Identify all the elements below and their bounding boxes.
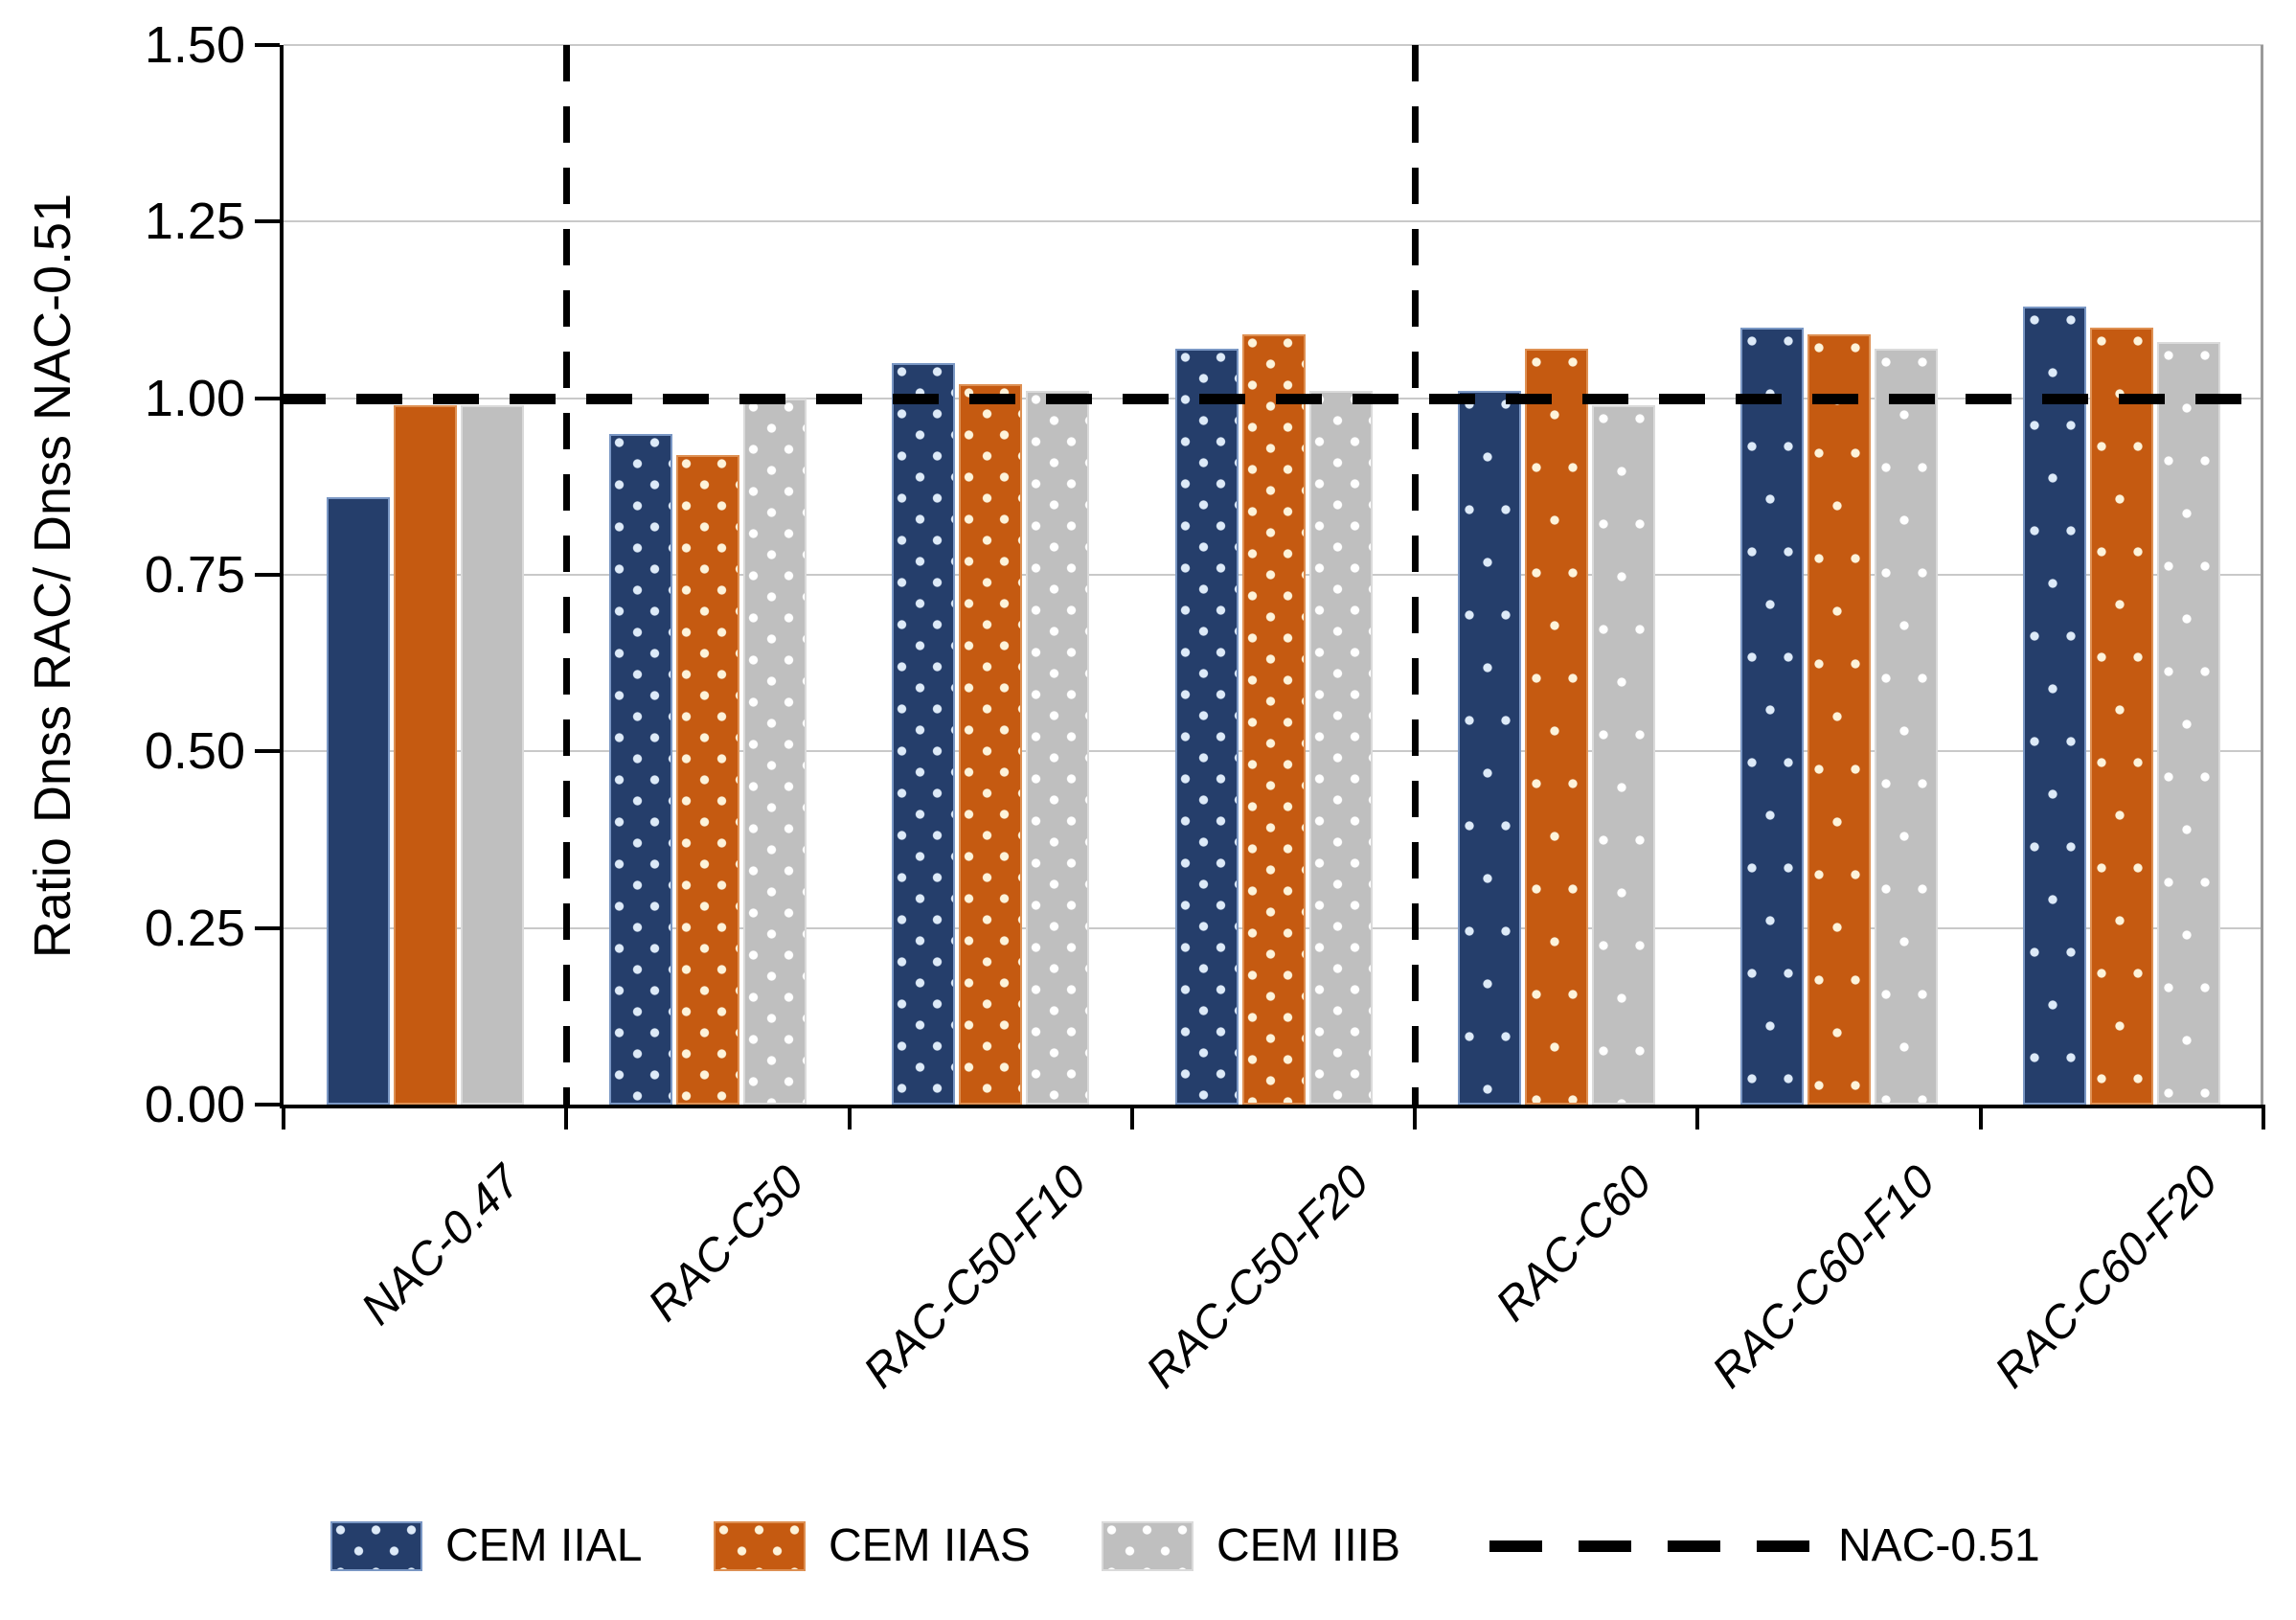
y-tick-mark: [255, 43, 280, 47]
x-tick-mark: [2262, 1105, 2265, 1129]
legend-label: CEM IIAS: [829, 1520, 1031, 1571]
legend-label: CEM IIAL: [445, 1520, 643, 1571]
y-tick-label: 1.50: [144, 16, 245, 74]
bar-RAC-C60-CEM-IIAL: [1457, 391, 1521, 1105]
x-category-label: RAC-C60-F20: [1779, 1155, 2227, 1398]
bar-RAC-C60-F10-CEM-IIAS: [1807, 334, 1872, 1105]
y-tick-label: 1.00: [144, 369, 245, 427]
legend-label: NAC-0.51: [1838, 1520, 2040, 1571]
y-tick-mark: [255, 573, 280, 577]
x-axis-line: [280, 1105, 2263, 1108]
y-axis-line: [280, 45, 284, 1105]
x-tick-mark: [282, 1105, 285, 1129]
bar-NAC-0.47-CEM-IIIB: [460, 405, 524, 1105]
x-tick-mark: [1695, 1105, 1700, 1129]
legend-item-CEM-IIIB: CEM IIIB: [1102, 1518, 1400, 1574]
y-tick-label: 0.00: [144, 1076, 245, 1133]
x-tick-mark: [1413, 1105, 1418, 1129]
gridline: [284, 44, 2263, 46]
x-tick-mark: [1129, 1105, 1134, 1129]
legend-item-CEM-IIAS: CEM IIAS: [714, 1518, 1031, 1574]
y-tick-mark: [255, 219, 280, 224]
bar-NAC-0.47-CEM-IIAS: [393, 405, 457, 1105]
bar-RAC-C60-F20-CEM-IIAS: [2090, 327, 2154, 1105]
y-tick-label: 1.25: [144, 193, 245, 251]
x-tick-mark: [1978, 1105, 1983, 1129]
y-tick-mark: [255, 1103, 280, 1107]
legend-label: CEM IIIB: [1216, 1520, 1401, 1571]
bar-RAC-C60-F20-CEM-IIIB: [2157, 341, 2221, 1105]
bar-RAC-C50-CEM-IIAS: [675, 454, 739, 1105]
bar-RAC-C60-F10-CEM-IIAL: [1740, 327, 1805, 1105]
legend-dashed-line-swatch: [1489, 1540, 1815, 1552]
x-category-label-text: RAC-C60-F20: [1986, 1155, 2228, 1399]
legend-swatch-dotted-blue: [330, 1521, 422, 1571]
legend-swatch-dotted-gray: [1102, 1521, 1193, 1571]
bar-RAC-C60-CEM-IIIB: [1591, 405, 1655, 1105]
bar-RAC-C50-CEM-IIAL: [608, 433, 672, 1105]
bar-RAC-C50-F10-CEM-IIAS: [959, 383, 1023, 1105]
bar-RAC-C50-F10-CEM-IIAL: [892, 362, 956, 1105]
y-tick-label: 0.75: [144, 546, 245, 604]
y-tick-label: 0.50: [144, 722, 245, 781]
x-tick-mark: [564, 1105, 569, 1129]
bar-RAC-C60-F20-CEM-IIAL: [2023, 306, 2087, 1105]
group-separator-dashed-line: [562, 45, 570, 1105]
bar-NAC-0.47-CEM-IIAL: [326, 496, 390, 1105]
legend-item-CEM-IIAL: CEM IIAL: [330, 1518, 642, 1574]
y-tick-mark: [255, 749, 280, 754]
group-separator-dashed-line: [1411, 45, 1419, 1105]
bar-RAC-C50-F10-CEM-IIIB: [1026, 391, 1090, 1105]
reference-line-nac-051: [280, 393, 2267, 404]
x-tick-mark: [847, 1105, 852, 1129]
legend-item-NAC-0.51: NAC-0.51: [1489, 1518, 2040, 1574]
gridline: [284, 220, 2263, 223]
bar-RAC-C60-F10-CEM-IIIB: [1875, 349, 1939, 1105]
bar-RAC-C50-CEM-IIIB: [742, 398, 807, 1105]
bar-RAC-C50-F20-CEM-IIAL: [1174, 349, 1239, 1105]
bar-RAC-C50-F20-CEM-IIAS: [1241, 334, 1306, 1105]
legend-swatch-dotted-orange: [714, 1521, 806, 1571]
bar-RAC-C50-F20-CEM-IIIB: [1308, 391, 1373, 1105]
y-tick-mark: [255, 925, 280, 930]
plot-right-border: [2261, 45, 2263, 1105]
bar-RAC-C60-CEM-IIAS: [1524, 349, 1588, 1105]
y-tick-label: 0.25: [144, 899, 245, 957]
plot-area: [255, 43, 2267, 1129]
y-tick-mark: [255, 396, 280, 400]
